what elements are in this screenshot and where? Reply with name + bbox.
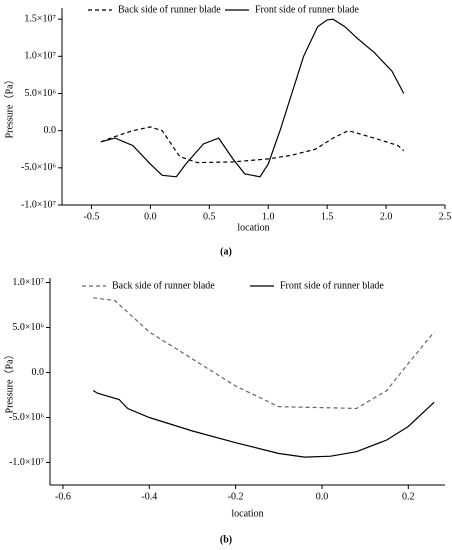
caption: (a) xyxy=(220,246,232,257)
y-tick-label: 1.5×10⁷ xyxy=(24,13,56,24)
x-tick-label: 0.0 xyxy=(144,211,157,222)
series-line xyxy=(92,389,435,458)
y-tick-label: -1.0×10⁷ xyxy=(9,457,44,468)
legend-label: Front side of runner blade xyxy=(255,4,359,15)
y-tick-label: 0.0 xyxy=(44,125,57,136)
x-tick-label: 1.5 xyxy=(321,211,334,222)
y-tick-label: 5.0×10⁶ xyxy=(12,322,44,333)
x-tick-label: 0.0 xyxy=(316,491,329,502)
x-tick-label: 2.0 xyxy=(380,211,393,222)
legend-label: Back side of runner blade xyxy=(112,280,215,291)
legend-label: Front side of runner blade xyxy=(280,280,384,291)
y-tick-label: -5.0×10⁶ xyxy=(9,412,44,423)
x-tick-label: -0.2 xyxy=(228,491,244,502)
series-line xyxy=(100,18,405,178)
series-line xyxy=(93,297,435,410)
caption: (b) xyxy=(220,534,232,545)
y-tick-label: 1.0×10⁷ xyxy=(24,51,56,62)
y-tick-label: 1.0×10⁷ xyxy=(12,277,44,288)
x-tick-label: 2.5 xyxy=(439,211,452,222)
x-tick-label: -0.4 xyxy=(141,491,157,502)
y-tick-label: -1.0×10⁷ xyxy=(21,199,56,210)
y-axis-label: Pressure（Pa） xyxy=(3,350,15,414)
x-tick-label: 0.2 xyxy=(402,491,415,502)
legend-label: Back side of runner blade xyxy=(118,4,221,15)
y-axis-label: Pressure（Pa） xyxy=(3,75,15,139)
x-tick-label: -0.5 xyxy=(84,211,100,222)
series-line xyxy=(100,126,405,164)
y-tick-label: -5.0×10⁶ xyxy=(21,162,56,173)
y-tick-label: 5.0×10⁶ xyxy=(24,88,56,99)
x-tick-label: 0.5 xyxy=(203,211,216,222)
x-tick-label: 1.0 xyxy=(262,211,275,222)
x-axis-label: location xyxy=(237,222,269,233)
y-tick-label: 0.0 xyxy=(32,367,45,378)
x-axis-label: location xyxy=(231,508,263,519)
x-tick-label: -0.6 xyxy=(55,491,71,502)
